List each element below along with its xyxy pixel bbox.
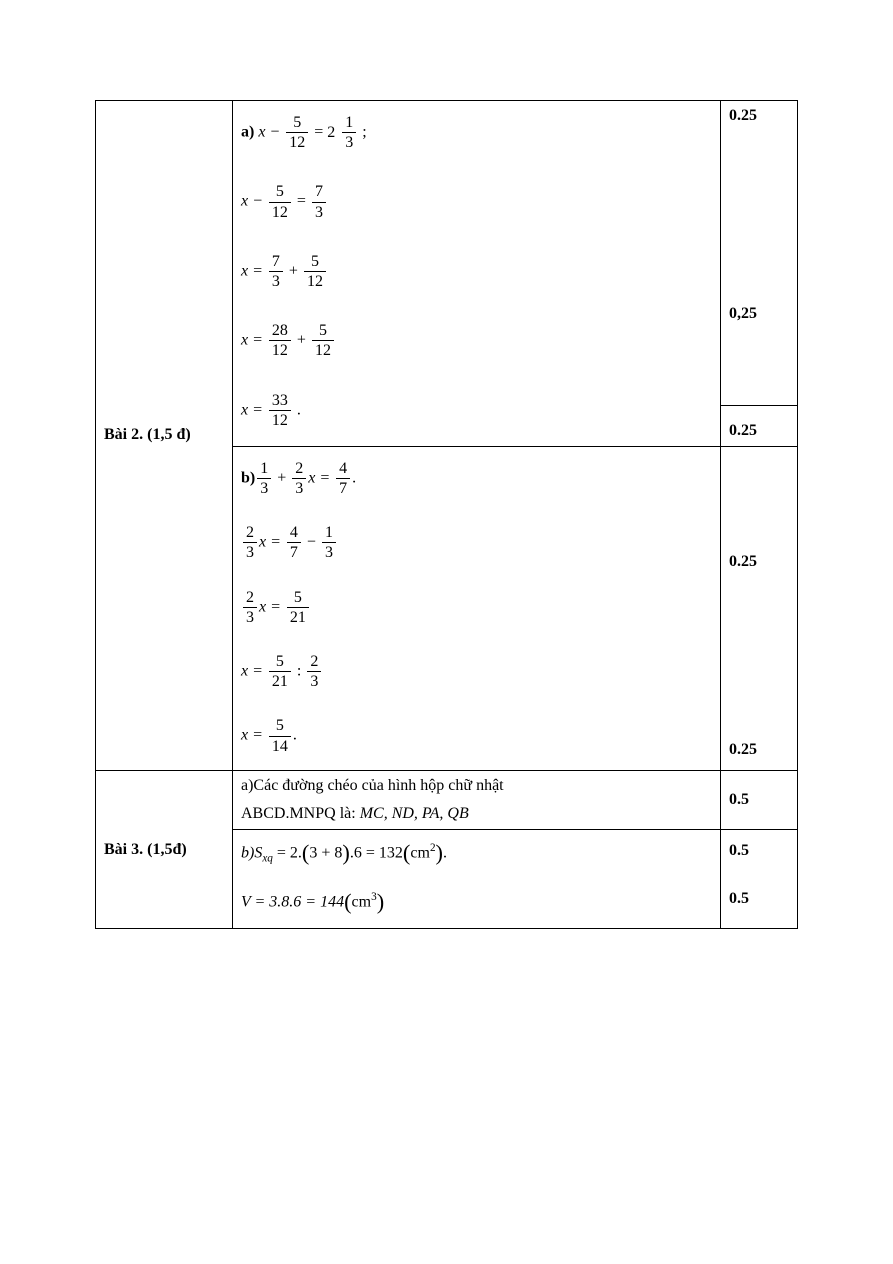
solution-cell: b)Sxq = 2.(3 + 8).6 = 132(cm2). V = 3.8.… [233,829,721,929]
math-line: x = 514. [241,716,712,755]
math-line: 23x = 47 − 13 [241,523,712,562]
score-cell: 0.25 0.25 [721,446,798,770]
part-label: b) [241,469,255,486]
math-text: x − [258,123,284,140]
math-line: b)Sxq = 2.(3 + 8).6 = 132(cm2). [241,842,712,866]
solution-cell: b)13 + 23x = 47. 23x = 47 − 13 23x = 521… [233,446,721,770]
score-value: 0.25 [729,553,789,571]
score-value: 0.5 [729,791,789,809]
solution-cell: a) x − 512 = 2 13 ; x − 512 = 73 x = 73 … [233,101,721,447]
answer-key-table: Bài 2. (1,5 đ) a) x − 512 = 2 13 ; x − 5… [95,100,798,929]
part-label: a) [241,123,254,140]
score-value: 0.5 [729,890,789,908]
math-line: a) x − 512 = 2 13 ; [241,113,712,152]
score-value: 0,25 [729,305,789,323]
score-cell: 0.5 0.5 [721,829,798,929]
math-line: x = 521 : 23 [241,652,712,691]
math-line: x = 3312 . [241,391,712,430]
text-line: a)Các đường chéo của hình hộp chữ nhật [241,777,712,795]
problem-label: Bài 2. (1,5 đ) [96,101,233,771]
page: Bài 2. (1,5 đ) a) x − 512 = 2 13 ; x − 5… [0,0,893,989]
math-line: V = 3.8.6 = 144(cm3) [241,891,712,913]
table-row: Bài 3. (1,5đ) a)Các đường chéo của hình … [96,770,798,829]
solution-cell: a)Các đường chéo của hình hộp chữ nhật A… [233,770,721,829]
score-value: 0.25 [729,107,789,125]
text-line: ABCD.MNPQ là: MC, ND, PA, QB [241,805,712,823]
score-value: 0.25 [729,741,789,759]
score-value: 0.5 [729,842,789,860]
score-cell: 0.5 [721,770,798,829]
math-line: x = 73 + 512 [241,252,712,291]
score-cell: 0.25 0,25 [721,101,798,406]
problem-label: Bài 3. (1,5đ) [96,770,233,929]
math-line: x − 512 = 73 [241,182,712,221]
table-row: Bài 2. (1,5 đ) a) x − 512 = 2 13 ; x − 5… [96,101,798,406]
math-line: 23x = 521 [241,588,712,627]
score-value: 0.25 [729,422,789,440]
math-line: x = 2812 + 512 [241,321,712,360]
score-cell: 0.25 [721,405,798,446]
math-line: b)13 + 23x = 47. [241,459,712,498]
